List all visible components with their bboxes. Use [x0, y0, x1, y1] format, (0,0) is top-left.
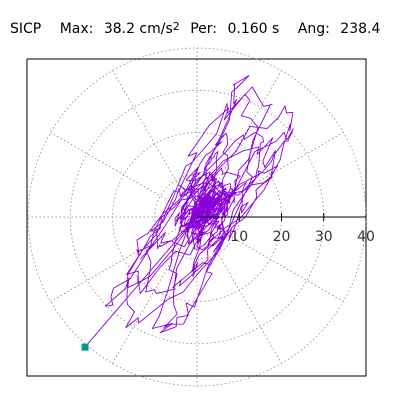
angle-value: 238.4 — [340, 21, 381, 37]
radial-tick-label: 20 — [273, 229, 291, 245]
radial-tick-label: 40 — [357, 229, 375, 245]
plot-header: SICP Max: 38.2 cm/s2 Per: 0.160 s Ang: 2… — [10, 19, 380, 39]
radial-axis: 10 20 30 40 — [197, 213, 375, 245]
max-value: 38.2 cm/s — [103, 21, 173, 37]
max-unit-exponent: 2 — [172, 20, 180, 33]
motion-trace — [84, 75, 294, 348]
angle-label: Ang: — [297, 21, 330, 37]
end-marker — [81, 343, 89, 351]
marker-layer — [81, 343, 89, 351]
radial-tick-label: 30 — [315, 229, 333, 245]
max-label: Max: — [59, 21, 94, 37]
grid-spoke — [50, 216, 198, 302]
period-value: 0.160 s — [227, 21, 280, 37]
grid-spoke — [50, 132, 198, 218]
station-code: SICP — [10, 21, 42, 37]
radial-tick-label: 10 — [230, 229, 248, 245]
trace-path — [84, 75, 294, 348]
period-label: Per: — [190, 21, 218, 37]
